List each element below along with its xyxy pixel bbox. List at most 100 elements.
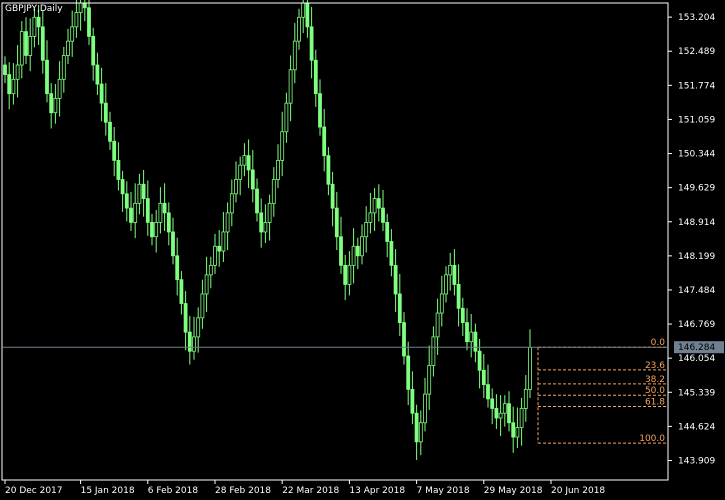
- candle-body: [28, 35, 33, 56]
- candle-body: [507, 403, 511, 424]
- candle: [208, 256, 213, 289]
- candle-body: [385, 222, 390, 242]
- candle: [368, 192, 373, 234]
- candle: [36, 4, 41, 45]
- fibonacci-retracement[interactable]: 0.0 23.6 38.250.0 61.8 100.0: [537, 338, 667, 444]
- candle-body: [481, 369, 486, 386]
- candle-body: [145, 198, 150, 223]
- candle: [70, 10, 75, 57]
- candle: [15, 44, 20, 98]
- candle: [24, 17, 28, 65]
- price-tick-label: 150.344: [678, 150, 715, 160]
- candle-body: [221, 231, 226, 252]
- candle: [99, 67, 104, 122]
- candle-body: [166, 212, 171, 233]
- candle: [145, 180, 150, 236]
- candle-body: [397, 293, 402, 323]
- candle-body: [7, 74, 12, 95]
- candle: [292, 23, 297, 84]
- candle-body: [267, 202, 272, 223]
- candle: [355, 237, 360, 270]
- candle: [427, 345, 432, 410]
- candle: [7, 62, 12, 110]
- candle: [238, 156, 243, 196]
- candle-body: [427, 365, 432, 395]
- candle: [175, 237, 180, 296]
- candle: [284, 92, 289, 143]
- candle-body: [402, 322, 406, 357]
- candle: [364, 206, 369, 253]
- candle-body: [70, 26, 75, 42]
- candle-body: [45, 59, 49, 95]
- candle-body: [24, 31, 28, 56]
- candle: [326, 147, 331, 196]
- candle: [351, 228, 356, 284]
- candle: [162, 183, 167, 232]
- candle: [389, 229, 394, 277]
- candle: [334, 191, 339, 251]
- candle-body: [528, 346, 532, 390]
- candle-body: [238, 164, 243, 180]
- date-tick-label: 15 Jan 2018: [81, 486, 135, 496]
- candle: [318, 79, 322, 136]
- candle-body: [452, 264, 457, 285]
- candle-body: [250, 169, 255, 190]
- candle-body: [255, 188, 259, 214]
- candle: [347, 251, 352, 296]
- candle-body: [368, 212, 373, 223]
- candle: [305, 0, 310, 38]
- candle: [519, 397, 524, 446]
- candle: [507, 391, 511, 432]
- candle-body: [242, 155, 247, 166]
- candle: [192, 316, 196, 360]
- candle-body: [276, 160, 280, 180]
- candle-body: [372, 198, 377, 214]
- candle: [456, 264, 461, 327]
- candle: [523, 375, 528, 422]
- candle-body: [435, 312, 440, 338]
- time-axis[interactable]: 20 Dec 2017 15 Jan 2018 6 Feb 2018 28 Feb 2…: [4, 480, 605, 496]
- date-tick-label: 20 Jun 2018: [551, 486, 605, 496]
- candle: [11, 63, 16, 105]
- candle-body: [511, 422, 516, 438]
- candle: [267, 194, 272, 241]
- candle-body: [234, 179, 238, 195]
- candle: [183, 291, 188, 351]
- candle: [515, 407, 520, 449]
- candle-body: [32, 16, 37, 37]
- candle: [225, 202, 230, 251]
- price-axis[interactable]: 153.204 152.489 151.774 151.059 150.344 149.6…: [668, 13, 715, 466]
- candle-body: [40, 26, 45, 61]
- candle-body: [124, 193, 129, 209]
- candle: [196, 307, 201, 353]
- candle: [397, 273, 402, 336]
- candle-body: [288, 69, 293, 104]
- price-tick-label: 149.629: [678, 184, 715, 194]
- candle: [179, 271, 184, 315]
- fib-level-label: 50.0: [645, 386, 665, 396]
- candle: [469, 314, 474, 358]
- candle: [137, 173, 142, 215]
- candle-body: [99, 83, 104, 104]
- candle: [45, 40, 49, 103]
- candle: [297, 8, 301, 50]
- candle: [250, 149, 255, 203]
- candle: [309, 6, 314, 79]
- fib-level-label: 23.6: [645, 361, 665, 371]
- candle-body: [183, 303, 188, 333]
- candle-body: [477, 350, 482, 371]
- candle: [221, 211, 226, 263]
- candle: [154, 210, 159, 253]
- candle-body: [523, 388, 528, 409]
- candle: [330, 171, 335, 227]
- candle: [124, 181, 129, 222]
- candle-body: [154, 222, 159, 238]
- candlestick-series: [3, 0, 532, 460]
- candle: [49, 83, 54, 129]
- candle: [255, 178, 259, 222]
- candle-body: [330, 183, 335, 209]
- candle: [528, 329, 532, 398]
- fib-level-label: 61.8: [645, 398, 665, 408]
- candle: [166, 202, 171, 246]
